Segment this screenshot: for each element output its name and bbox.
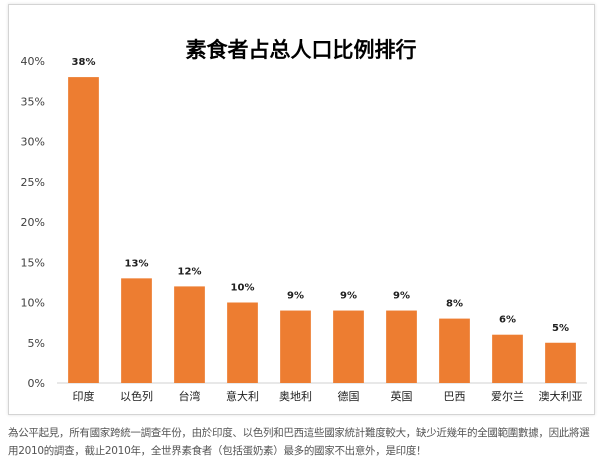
bar (545, 342, 576, 383)
x-tick-label: 巴西 (444, 390, 466, 403)
bar-chart: 素食者占总人口比例排行 0% 5% 10% 15% 20% 25% 30% 35% 40% 印度… (21, 38, 587, 403)
x-tick-label: 台湾 (179, 389, 201, 403)
data-label: 8% (446, 299, 463, 310)
x-tick-label: 澳大利亚 (539, 389, 583, 403)
y-tick-label: 10% (21, 297, 45, 310)
bar (121, 278, 152, 383)
x-tick-label: 奥地利 (279, 389, 312, 403)
y-tick-label: 25% (21, 176, 45, 189)
y-tick-label: 40% (21, 55, 45, 68)
bar (227, 302, 258, 383)
data-label: 38% (72, 57, 96, 68)
y-tick-label: 20% (21, 216, 45, 229)
y-tick-label: 0% (28, 377, 45, 390)
bars (68, 77, 576, 383)
data-label: 6% (499, 315, 516, 326)
bar (174, 286, 205, 383)
data-label: 10% (231, 283, 255, 294)
y-axis: 0% 5% 10% 15% 20% 25% 30% 35% 40% (21, 55, 45, 390)
x-tick-label: 爱尔兰 (491, 390, 524, 403)
x-tick-label: 意大利 (226, 389, 259, 403)
x-tick-label: 德国 (338, 389, 360, 403)
x-tick-label: 以色列 (120, 389, 153, 403)
data-labels: 38% 13% 12% 10% 9% 9% 9% 8% 6% 5% (72, 57, 569, 334)
x-tick-label: 英国 (391, 389, 413, 403)
bar (492, 334, 523, 383)
bar (333, 310, 364, 383)
data-label: 13% (125, 258, 149, 269)
bar (280, 310, 311, 383)
y-tick-label: 5% (28, 337, 45, 350)
y-tick-label: 15% (21, 256, 45, 269)
data-label: 9% (340, 291, 357, 302)
data-label: 5% (552, 323, 569, 334)
chart-frame: 素食者占总人口比例排行 0% 5% 10% 15% 20% 25% 30% 35% 40% 印度… (8, 4, 595, 415)
data-label: 9% (287, 291, 304, 302)
caption-text: 為公平起見，所有國家跨統一調查年份，由於印度、以色列和巴西這些國家統計難度較大，… (8, 427, 590, 457)
data-label: 9% (393, 291, 410, 302)
y-tick-label: 35% (21, 95, 45, 108)
bar (439, 318, 470, 383)
y-tick-label: 30% (21, 136, 45, 149)
data-label: 12% (178, 266, 202, 277)
x-tick-label: 印度 (73, 389, 95, 403)
bar (386, 310, 417, 383)
bar (68, 77, 99, 383)
chart-title: 素食者占总人口比例排行 (186, 38, 417, 62)
x-axis: 印度 以色列 台湾 意大利 奥地利 德国 英国 巴西 爱尔兰 澳大利亚 (57, 382, 587, 403)
